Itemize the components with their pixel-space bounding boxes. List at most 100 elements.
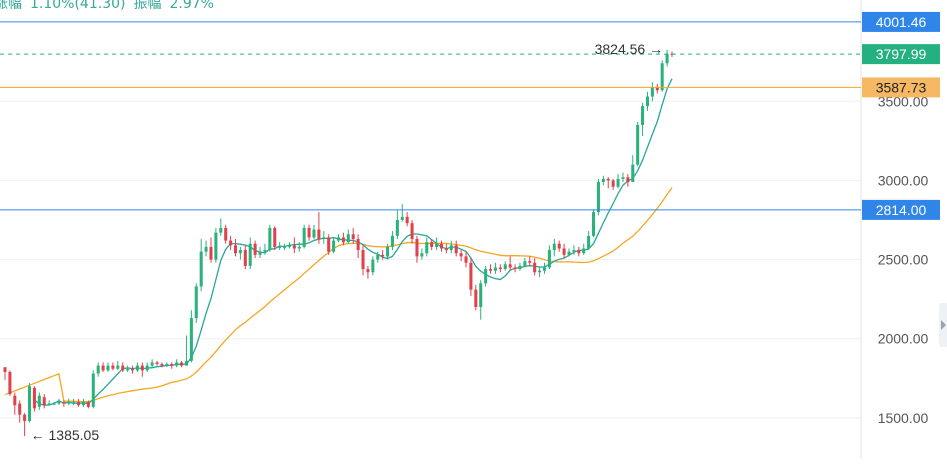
- candle-body: [283, 246, 287, 248]
- candle-body: [8, 371, 12, 395]
- candle: [253, 240, 257, 258]
- candle-body: [243, 250, 247, 266]
- candle: [528, 256, 532, 266]
- candle-body: [439, 243, 444, 249]
- candle: [351, 227, 355, 244]
- candle-body: [361, 250, 365, 270]
- price-tag-label: 3587.73: [876, 79, 927, 95]
- candle-body: [57, 402, 61, 404]
- chevron-right-icon: [941, 320, 946, 330]
- candle-body: [449, 245, 453, 251]
- candle: [577, 246, 581, 257]
- candle-body: [645, 96, 649, 107]
- candle-body: [150, 362, 154, 366]
- candle-body: [165, 364, 169, 366]
- candle: [81, 398, 85, 407]
- candle: [52, 402, 56, 406]
- candle: [449, 240, 453, 254]
- candle-body: [204, 246, 208, 252]
- candle: [194, 283, 198, 323]
- candle: [636, 121, 640, 167]
- candle: [533, 257, 537, 276]
- candle-body: [366, 269, 370, 273]
- candle-body: [376, 254, 380, 260]
- candle-body: [194, 286, 198, 319]
- collapse-handle[interactable]: [939, 303, 947, 347]
- candle-body: [557, 243, 561, 249]
- candle-body: [459, 253, 463, 257]
- max-price-annotation: 3824.56 →: [595, 41, 664, 57]
- candle-body: [28, 386, 32, 422]
- candle: [660, 60, 664, 92]
- candle-body: [3, 367, 7, 372]
- candle-body: [184, 360, 188, 366]
- candle-body: [111, 365, 115, 369]
- candle: [130, 365, 135, 374]
- candle-body: [248, 243, 252, 266]
- candle: [513, 264, 517, 273]
- candle: [292, 237, 296, 254]
- candle-body: [341, 237, 345, 243]
- candle: [435, 237, 439, 251]
- candle: [542, 262, 547, 274]
- candle-body: [81, 402, 85, 406]
- candle: [508, 256, 512, 271]
- candle-body: [636, 125, 640, 165]
- candle: [327, 234, 331, 255]
- min-price-annotation: ← 1385.05: [31, 427, 100, 443]
- candle-body: [641, 106, 645, 126]
- candle-body: [400, 216, 404, 221]
- candle-body: [199, 251, 203, 287]
- candle: [62, 400, 66, 407]
- candle: [283, 243, 287, 251]
- candle: [302, 224, 306, 249]
- candle: [199, 238, 203, 292]
- candle-body: [606, 178, 610, 181]
- candle: [204, 240, 208, 257]
- candle-body: [601, 178, 605, 183]
- candle-body: [489, 269, 493, 271]
- candle-body: [587, 235, 591, 249]
- candle-body: [233, 245, 238, 254]
- candle-body: [96, 365, 100, 374]
- candle: [28, 383, 32, 423]
- price-tag: [862, 77, 940, 98]
- candle-body: [479, 283, 483, 308]
- candle-body: [547, 250, 551, 268]
- candle: [523, 257, 527, 268]
- candle: [160, 362, 164, 368]
- candle-body: [238, 250, 242, 254]
- candle: [547, 245, 551, 270]
- y-tick-label: 1500.00: [878, 410, 929, 426]
- candle-body: [528, 261, 532, 263]
- candle: [616, 174, 620, 189]
- candle: [32, 386, 36, 412]
- candle: [37, 392, 41, 410]
- candle: [381, 250, 385, 260]
- candle-body: [346, 234, 350, 243]
- candle-body: [425, 242, 429, 254]
- candle: [601, 175, 605, 186]
- candle: [518, 262, 522, 271]
- candle-body: [160, 364, 164, 366]
- candle: [214, 227, 218, 263]
- candle: [297, 242, 301, 252]
- candle-body: [224, 227, 228, 241]
- candle: [606, 177, 610, 189]
- candle: [77, 398, 81, 407]
- amplitude-label: 振幅: [133, 0, 162, 12]
- candle: [444, 243, 448, 254]
- candle-body: [616, 178, 620, 187]
- candle-body: [170, 364, 174, 366]
- candle-body: [395, 220, 399, 236]
- candle-body: [493, 267, 497, 271]
- candle-body: [72, 402, 76, 404]
- candle-body: [518, 265, 522, 270]
- candle-body: [32, 387, 36, 409]
- price-tag: [862, 199, 940, 220]
- candle: [47, 400, 51, 406]
- candle: [665, 49, 669, 67]
- candle-body: [322, 237, 326, 239]
